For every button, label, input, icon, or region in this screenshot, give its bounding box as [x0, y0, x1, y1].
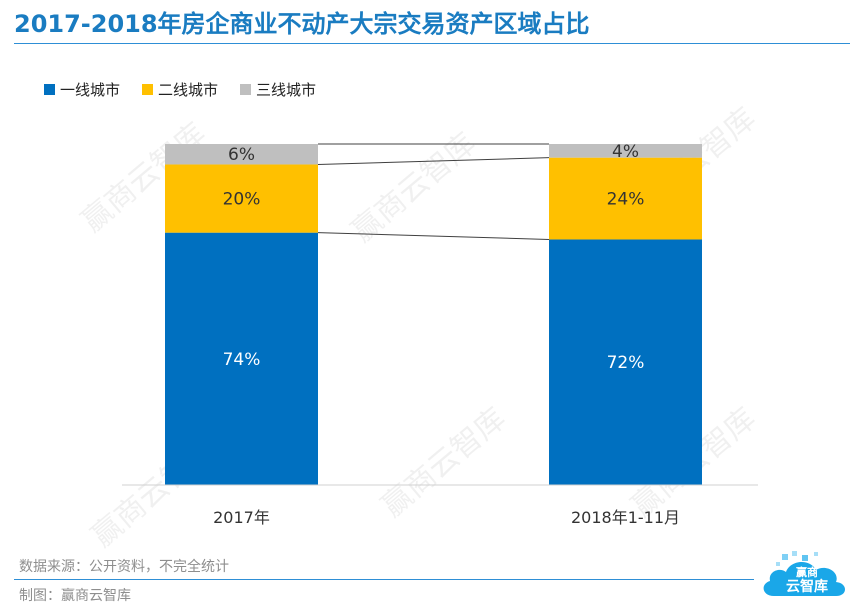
logo-line2: 云智库	[786, 579, 828, 595]
cloud-logo-icon	[763, 551, 845, 596]
logo-line1: 赢商	[796, 566, 818, 579]
bar-segment	[549, 144, 702, 158]
legend-label-tier1: 一线城市	[60, 81, 121, 99]
chart-maker-note: 制图：赢商云智库	[19, 588, 131, 604]
series-connector-lines	[317, 143, 550, 240]
legend-label-tier3: 三线城市	[256, 81, 317, 99]
logo-text: 赢商 云智库	[782, 566, 832, 595]
data-labels: 74% 20% 6% 72% 24% 4%	[223, 142, 645, 373]
legend-item-tier3: 三线城市	[240, 79, 316, 100]
bar-segment	[549, 239, 702, 485]
legend-item-tier2: 二线城市	[142, 79, 218, 100]
x-tick-label: 2017年	[213, 508, 270, 527]
data-label: 72%	[607, 353, 645, 373]
legend-label-tier2: 二线城市	[158, 81, 219, 99]
data-label: 74%	[223, 350, 261, 370]
series-line	[317, 157, 550, 165]
data-source-note: 数据来源：公开资料，不完全统计	[19, 559, 229, 575]
watermark-text: 赢商云智库	[345, 126, 482, 249]
title-divider	[14, 43, 850, 44]
bar-segment	[549, 157, 702, 240]
bar-segment	[165, 232, 318, 485]
legend-swatch-tier3	[240, 84, 252, 95]
bars	[165, 144, 702, 485]
series-line	[317, 232, 550, 240]
legend-item-tier1: 一线城市	[44, 79, 120, 100]
x-tick-labels: 2017年 2018年1-11月	[213, 508, 680, 527]
data-label: 4%	[612, 142, 639, 162]
watermark-text: 赢商云智库	[375, 401, 512, 524]
x-tick-label: 2018年1-11月	[571, 508, 680, 527]
legend: 一线城市 二线城市 三线城市	[44, 79, 316, 100]
bar-segment	[165, 144, 318, 165]
footer-divider	[14, 579, 754, 580]
data-label: 6%	[228, 145, 255, 165]
data-label: 20%	[223, 190, 261, 210]
legend-swatch-tier2	[142, 84, 154, 95]
legend-swatch-tier1	[44, 84, 55, 95]
data-label: 24%	[607, 190, 645, 210]
chart-title: 2017-2018年房企商业不动产大宗交易资产区域占比	[14, 10, 590, 38]
bar-segment	[165, 164, 318, 233]
